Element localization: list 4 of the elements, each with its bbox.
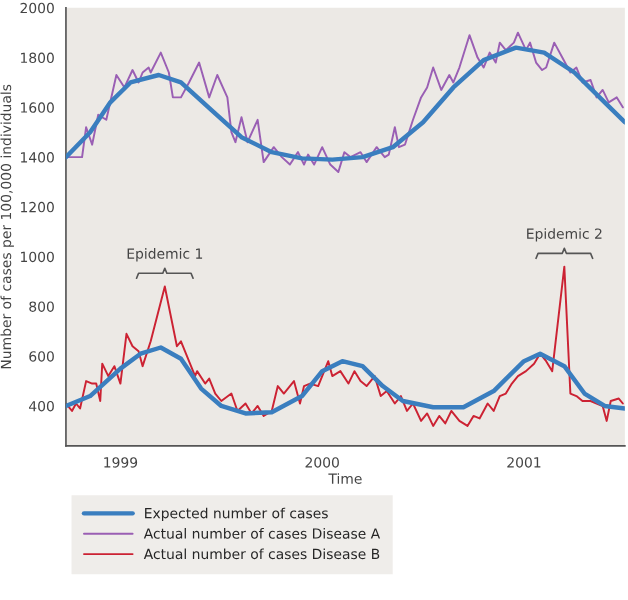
line-series <box>65 31 624 174</box>
line-series <box>65 345 625 416</box>
line-series <box>65 265 624 427</box>
line-series <box>65 45 625 162</box>
